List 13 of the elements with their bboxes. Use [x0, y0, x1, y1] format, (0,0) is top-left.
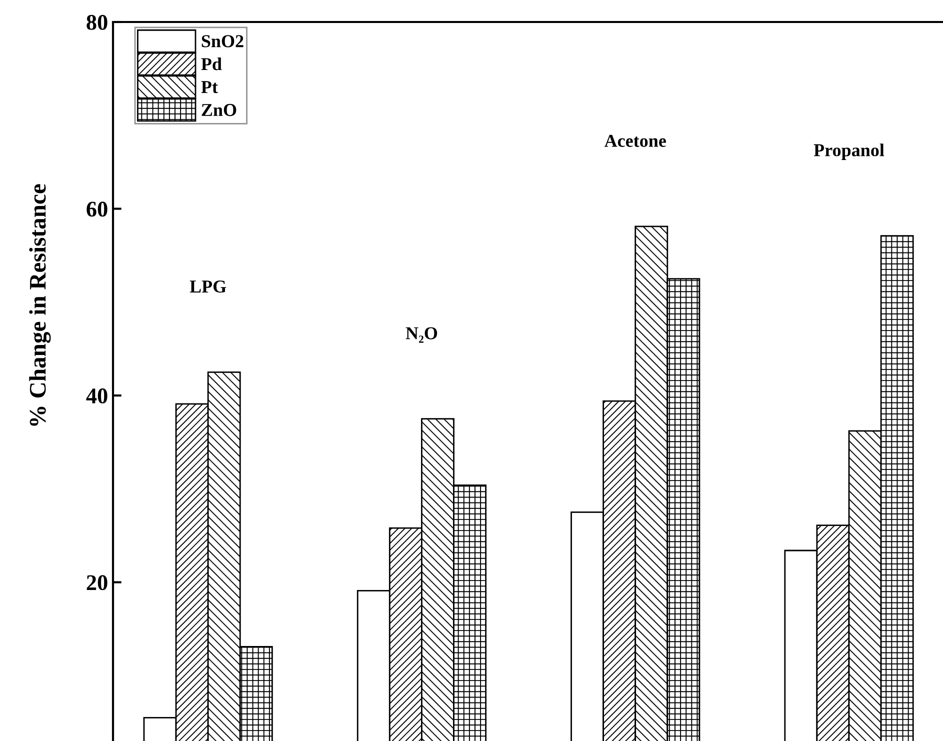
x-tick-label: Acetone	[604, 134, 666, 147]
legend-label: ZnO	[202, 104, 236, 116]
y-tick-label: 80	[86, 14, 108, 30]
y-axis-title: % Change in Resistance	[29, 184, 51, 426]
y-tick-label: 20	[86, 575, 108, 590]
x-tick-label: Propanol	[814, 144, 884, 160]
x-tick-label: LPG	[190, 280, 226, 293]
legend-label: Pd	[201, 58, 222, 70]
legend-label: Pt	[201, 81, 218, 94]
x-tick-label: N₂O	[406, 327, 438, 343]
y-tick-label: 40	[86, 388, 108, 404]
y-tick-label: 60	[86, 202, 108, 217]
legend-label: SnO2	[202, 35, 244, 48]
